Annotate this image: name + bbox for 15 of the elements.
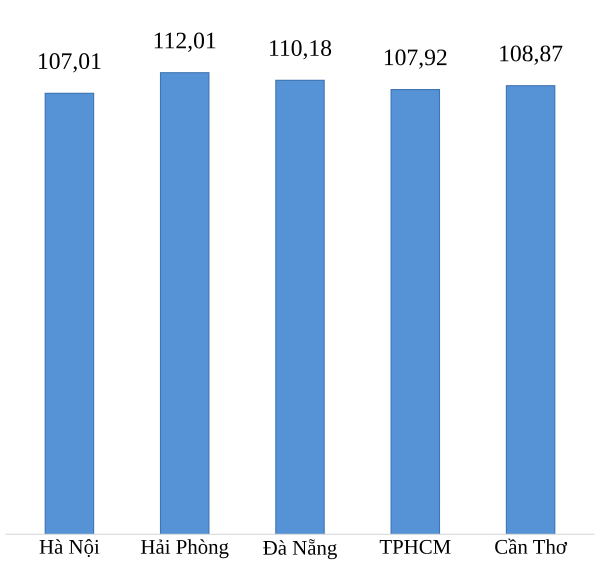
x-tick-label: Đà Nẵng: [263, 539, 337, 560]
x-tick-label: Hải Phòng: [141, 539, 229, 558]
x-tick-label: TPHCM: [380, 540, 451, 554]
data-label: 112,01: [154, 32, 216, 52]
bar: [390, 89, 440, 534]
bar: [44, 92, 94, 534]
bar: [275, 80, 325, 534]
data-label: 110,18: [270, 40, 332, 60]
bar: [160, 72, 210, 534]
data-label: 108,87: [500, 45, 562, 65]
x-tick-label: Cần Thơ: [495, 538, 568, 554]
x-tick-label: Hà Nội: [40, 539, 100, 558]
bar: [506, 85, 556, 534]
data-label: 107,01: [39, 53, 100, 72]
data-label: 107,92: [384, 49, 446, 69]
